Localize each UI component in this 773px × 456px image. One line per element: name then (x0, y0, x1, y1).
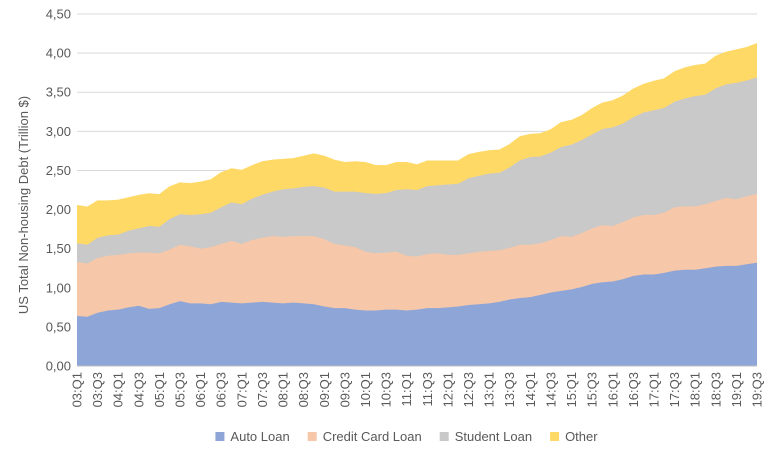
x-tick-label: 19:Q1 (729, 372, 744, 407)
legend-label: Auto Loan (230, 429, 289, 444)
y-tick-label: 0,00 (46, 359, 71, 374)
area-series (76, 43, 758, 366)
x-tick-label: 16:Q1 (605, 372, 620, 407)
x-tick-label: 11:Q3 (420, 372, 435, 406)
x-tick-label: 17:Q3 (667, 372, 682, 407)
y-tick-label: 3,00 (46, 124, 71, 139)
x-tick-labels: 03:Q1 03:Q3 04:Q1 04:Q3 05:Q1 05:Q3 06:Q1 06:Q3… (70, 372, 765, 407)
x-tick-label: 03:Q3 (90, 372, 105, 407)
x-tick-label: 06:Q3 (214, 372, 229, 407)
x-tick-label: 04:Q1 (111, 372, 126, 407)
x-tick-label: 10:Q1 (358, 372, 373, 407)
x-tick-label: 08:Q1 (276, 372, 291, 407)
y-tick-label: 1,00 (46, 280, 71, 295)
y-tick-label: 4,50 (46, 7, 71, 22)
x-tick-label: 03:Q1 (70, 372, 85, 407)
y-tick-label: 2,00 (46, 202, 71, 217)
legend-item-other: Other (550, 429, 598, 444)
x-tick-label: 14:Q3 (543, 372, 558, 407)
x-tick-label: 15:Q3 (585, 372, 600, 407)
area-auto-loan (77, 262, 757, 366)
x-tick-label: 05:Q1 (152, 372, 167, 407)
x-tick-label: 04:Q3 (131, 372, 146, 407)
area-other (77, 43, 757, 245)
area-student-loan (77, 77, 757, 264)
legend: Auto Loan Credit Card Loan Student Loan Oth… (215, 429, 598, 444)
legend-swatch (307, 432, 317, 441)
x-tick-label: 13:Q3 (502, 372, 517, 407)
x-tick-label: 09:Q3 (337, 372, 352, 407)
x-tick-label: 18:Q3 (708, 372, 723, 407)
x-tick-label: 05:Q3 (173, 372, 188, 407)
legend-swatch (550, 432, 560, 441)
x-tick-label: 12:Q3 (461, 372, 476, 407)
x-tick-label: 18:Q1 (688, 372, 703, 407)
x-tick-label: 10:Q3 (379, 372, 394, 407)
legend-swatch (215, 432, 225, 441)
x-tick-label: 14:Q1 (523, 372, 538, 407)
legend-item-student-loan: Student Loan (439, 429, 532, 444)
legend-label: Other (565, 429, 598, 444)
x-tick-label: 19:Q3 (750, 372, 765, 407)
x-tick-label: 06:Q1 (193, 372, 208, 407)
x-tick-label: 07:Q3 (255, 372, 270, 407)
x-tick-label: 15:Q1 (564, 372, 579, 407)
legend-swatch (439, 432, 449, 441)
y-tick-label: 2,50 (46, 163, 71, 178)
y-tick-label: 1,50 (46, 241, 71, 256)
x-tick-label: 09:Q1 (317, 372, 332, 407)
legend-item-auto-loan: Auto Loan (215, 429, 290, 444)
x-tick-label: 17:Q1 (646, 372, 661, 407)
y-tick-label: 0,50 (46, 319, 71, 334)
y-tick-label: 3,50 (46, 85, 71, 100)
x-tick-label: 12:Q1 (440, 372, 455, 407)
x-tick-label: 11:Q1 (399, 372, 414, 406)
y-axis-title: US Total Non-housing Debt (Trillion $) (16, 96, 31, 314)
x-tick-label: 07:Q1 (234, 372, 249, 407)
area-edge-other (76, 43, 758, 208)
x-tick-label: 16:Q3 (626, 372, 641, 407)
y-tick-label: 4,00 (46, 46, 71, 61)
x-tick-label: 08:Q3 (296, 372, 311, 407)
legend-label: Student Loan (455, 429, 532, 444)
legend-label: Credit Card Loan (323, 429, 422, 444)
legend-item-credit-card-loan: Credit Card Loan (307, 429, 422, 444)
area-credit-card-loan (77, 193, 757, 317)
y-tick-labels: 0,00 0,50 1,00 1,50 2,00 2,50 3,00 3,50 4,00 4,50 (46, 7, 71, 374)
x-tick-label: 13:Q1 (482, 372, 497, 407)
